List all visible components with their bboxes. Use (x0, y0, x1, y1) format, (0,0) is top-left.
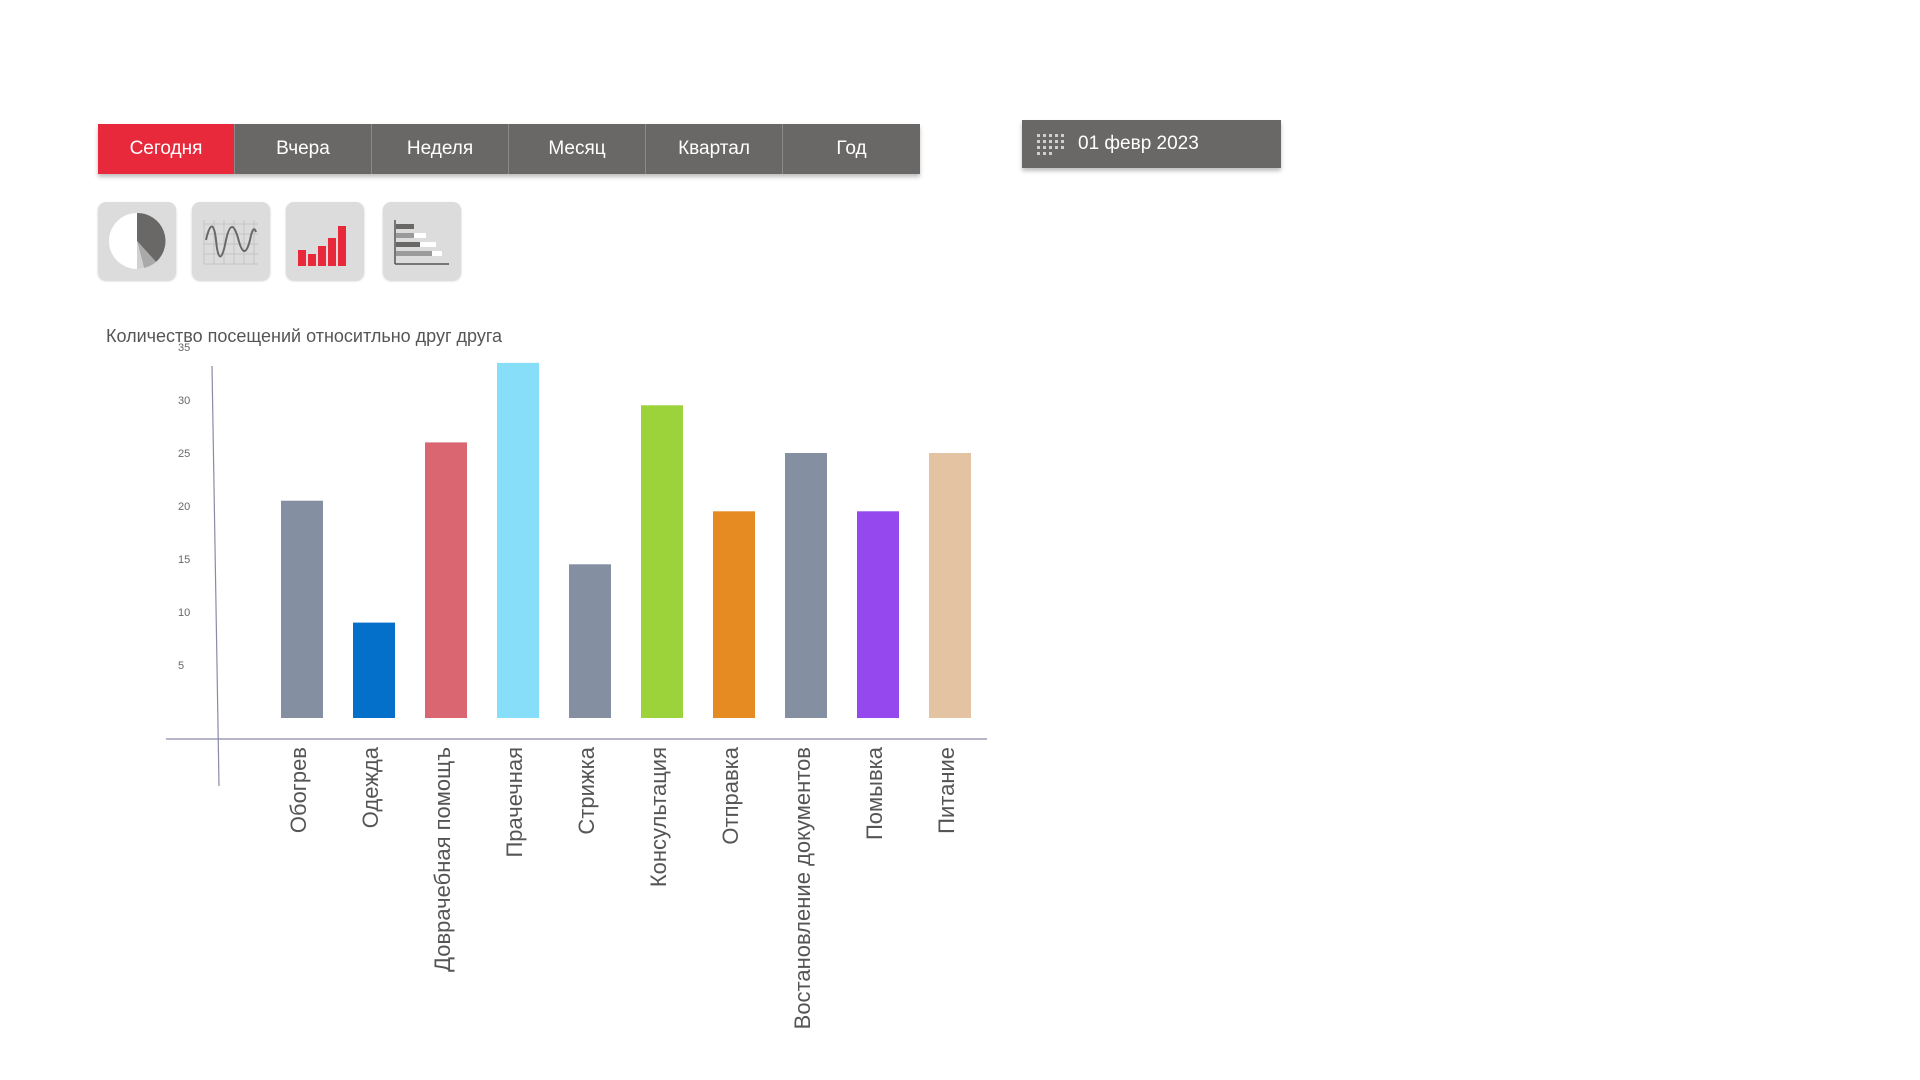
bar[interactable] (713, 511, 755, 718)
horizontal-bar-chart-button[interactable] (383, 202, 461, 280)
line-chart-button[interactable] (192, 202, 270, 280)
date-picker[interactable]: 01 февр 2023 (1022, 120, 1281, 168)
bar[interactable] (281, 500, 323, 718)
pie-chart-button[interactable] (98, 202, 176, 280)
category-label: Доврачебная помощъ (430, 747, 455, 972)
category-label: Помывка (862, 746, 887, 840)
tab-month[interactable]: Месяц (509, 124, 646, 174)
y-axis-line (211, 365, 220, 787)
category-label: Одежда (358, 746, 383, 828)
date-value: 01 февр 2023 (1078, 133, 1199, 154)
category-label: Прачечная (502, 747, 527, 858)
period-tabs: Сегодня Вчера Неделя Месяц Квартал Год (98, 124, 920, 174)
bar-chart-icon (298, 226, 346, 266)
pie-chart-icon (109, 212, 166, 269)
category-label: Отправка (718, 746, 743, 844)
y-tick-label: 20 (178, 501, 190, 513)
bar[interactable] (569, 564, 611, 718)
category-label: Консультация (646, 747, 671, 887)
bar[interactable] (497, 362, 539, 718)
bar[interactable] (785, 453, 827, 718)
horizontal-bar-chart-icon (394, 220, 449, 265)
tab-week[interactable]: Неделя (372, 124, 509, 174)
bar[interactable] (857, 511, 899, 718)
y-tick-label: 5 (178, 660, 184, 672)
bar[interactable] (425, 442, 467, 718)
chart-title: Количество посещений относитльно друг др… (106, 326, 503, 346)
line-chart-icon (203, 220, 258, 265)
category-label: Стрижка (574, 746, 599, 834)
y-tick-label: 30 (178, 395, 190, 407)
y-tick-label: 35 (178, 342, 190, 354)
bar-chart-button[interactable] (286, 202, 364, 280)
bar[interactable] (641, 405, 683, 718)
y-tick-label: 15 (178, 554, 190, 566)
y-tick-label: 25 (178, 448, 190, 460)
tab-year[interactable]: Год (783, 124, 920, 174)
bar[interactable] (929, 453, 971, 718)
category-label: Востановление документов (790, 747, 815, 1029)
bar[interactable] (353, 622, 395, 718)
y-tick-label: 10 (178, 607, 190, 619)
tab-today[interactable]: Сегодня (98, 124, 235, 174)
tab-quarter[interactable]: Квартал (646, 124, 783, 174)
tab-yesterday[interactable]: Вчера (235, 124, 372, 174)
calendar-icon (1037, 134, 1064, 155)
category-label: Обогрев (286, 747, 311, 833)
category-label: Питание (934, 747, 959, 834)
